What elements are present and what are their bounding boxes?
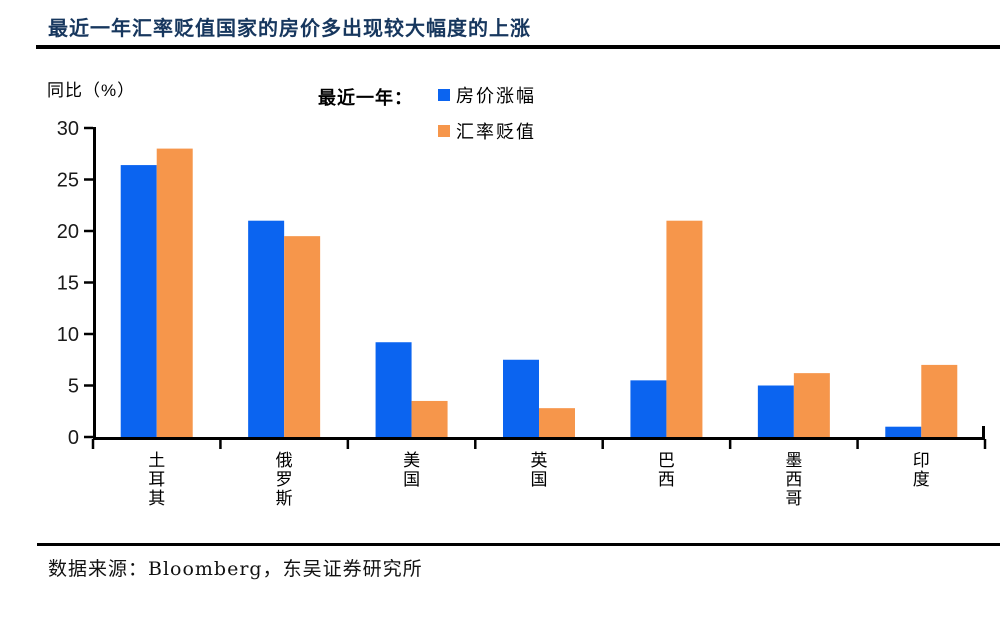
bar-汇率贬值-印度 [921,364,958,437]
x-category-label: 哥 [785,489,802,509]
y-tick-label: 0 [68,427,79,449]
house-price-swatch-icon [438,89,450,101]
x-category-label: 墨 [785,451,802,471]
x-category-label: 耳 [148,470,165,490]
bar-汇率贬值-墨西哥 [793,373,830,437]
x-category-label: 俄 [276,451,293,471]
bar-房价涨幅-墨西哥 [757,385,794,437]
bar-汇率贬值-俄罗斯 [284,236,321,437]
x-category-label: 巴 [658,451,675,471]
x-category-label: 国 [531,470,548,490]
y-tick-label: 25 [57,170,79,192]
y-tick-label: 20 [57,221,79,243]
y-tick-label: 10 [57,324,79,346]
x-category-label: 土 [148,451,165,471]
x-category-label: 印 [913,451,930,471]
bar-房价涨幅-美国 [375,342,412,437]
bar-房价涨幅-巴西 [630,380,667,437]
figure-title: 最近一年汇率贬值国家的房价多出现较大幅度的上涨 [48,16,531,40]
x-category-label: 斯 [276,489,293,509]
x-category-label: 罗 [276,470,293,490]
legend-items: 房价涨幅 汇率贬值 [438,83,536,155]
x-category-label: 度 [913,470,930,490]
x-category-label: 其 [148,489,165,509]
x-category-label: 英 [531,451,548,471]
y-tick-label: 30 [57,118,79,140]
x-category-label: 西 [658,470,675,490]
y-axis-title: 同比（%） [47,81,136,100]
legend-label-house-price: 房价涨幅 [456,86,536,107]
footer-divider [37,543,1000,546]
y-tick-label: 15 [57,273,79,295]
x-category-label: 美 [403,451,420,471]
fx-depreciation-swatch-icon [438,125,450,137]
title-divider [36,45,1000,49]
bar-汇率贬值-英国 [539,408,575,437]
bar-汇率贬值-巴西 [666,220,703,437]
bar-房价涨幅-俄罗斯 [248,220,285,437]
data-source: 数据来源：Bloomberg，东吴证券研究所 [48,558,423,580]
bar-房价涨幅-英国 [503,359,539,437]
bar-房价涨幅-土耳其 [120,165,157,437]
bar-房价涨幅-印度 [885,426,922,437]
legend-item-house-price: 房价涨幅 [438,83,536,107]
bar-汇率贬值-土耳其 [156,148,193,437]
legend-item-fx-depreciation: 汇率贬值 [438,119,536,143]
legend-title: 最近一年： [318,88,413,108]
bar-汇率贬值-美国 [411,400,448,437]
x-category-label: 西 [785,470,802,490]
x-category-label: 国 [403,470,420,490]
legend-label-fx-depreciation: 汇率贬值 [456,122,536,143]
y-tick-label: 5 [68,376,79,398]
